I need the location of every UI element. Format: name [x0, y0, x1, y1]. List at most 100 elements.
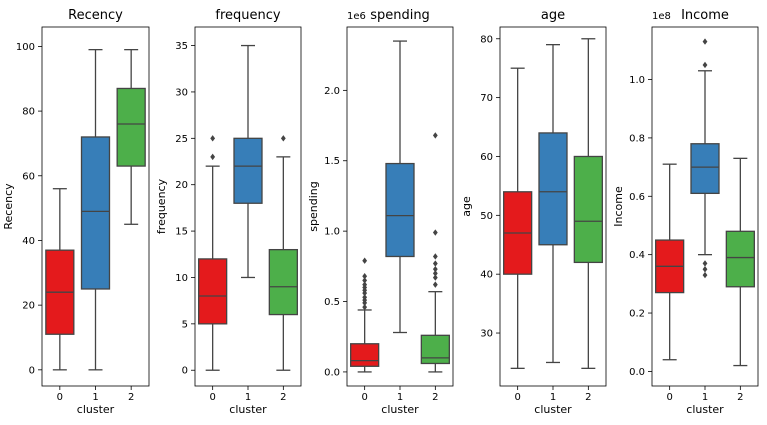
outlier-point: [432, 260, 438, 267]
x-tick-label: 2: [128, 392, 134, 403]
y-tick-label: 0.4: [629, 250, 645, 261]
y-tick-label: 5: [182, 319, 188, 330]
outlier-point: [432, 281, 438, 288]
chart-title: spending: [370, 8, 430, 23]
box-cluster-1: [385, 40, 415, 334]
y-tick-label: 60: [480, 152, 493, 163]
box-cluster-0: [45, 188, 75, 371]
y-tick-label: 2.0: [324, 86, 340, 97]
y-tick-label: 30: [175, 87, 188, 98]
outlier-point: [362, 294, 368, 301]
x-tick-label: 1: [550, 392, 556, 403]
x-tick-label: 1: [245, 392, 251, 403]
box-body: [198, 258, 228, 325]
y-tick-label: 1.5: [324, 156, 340, 167]
panel-frequency: frequency 0 5 10 15 20 25 30 35 0 1 2 cluster frequen…: [155, 8, 302, 416]
outlier-point: [210, 153, 216, 161]
y-tick-label: 0: [29, 365, 35, 376]
outlier-point: [432, 270, 438, 277]
outlier-point: [702, 38, 708, 45]
y-tick-label: 70: [480, 93, 493, 104]
outlier-point: [432, 132, 438, 139]
x-tick-label: 2: [432, 392, 438, 403]
y-tick-label: 0.5: [324, 297, 340, 308]
y-axis-label: age: [460, 196, 473, 217]
box-body: [725, 230, 755, 288]
outlier-point: [432, 229, 438, 236]
y-tick-label: 30: [480, 329, 493, 340]
outlier-point: [432, 274, 438, 281]
y-tick-label: 25: [175, 134, 188, 145]
x-axis-label: cluster: [77, 403, 115, 416]
chart-title: age: [541, 8, 565, 23]
y-tick-label: 0.8: [629, 133, 645, 144]
box-cluster-1: [80, 48, 111, 371]
box-body: [385, 162, 415, 258]
y-tick-label: 50: [480, 211, 493, 222]
y-tick-label: 0.0: [324, 367, 340, 378]
y-axis-label: Recency: [2, 183, 15, 230]
box-body: [538, 132, 568, 246]
chart-title: Income: [681, 8, 729, 23]
y-tick-label: 20: [175, 180, 188, 191]
chart-title: Recency: [68, 8, 123, 23]
offset-label: 1e6: [347, 11, 366, 22]
box-body: [420, 334, 450, 365]
outlier-point: [432, 265, 438, 273]
outlier-point: [702, 271, 708, 279]
x-tick-label: 0: [209, 392, 215, 403]
box-body: [350, 343, 380, 367]
x-tick-label: 0: [666, 392, 672, 403]
x-tick-label: 0: [57, 392, 63, 403]
outlier-point: [280, 135, 286, 142]
outlier-point: [702, 61, 708, 69]
box-cluster-1: [233, 44, 263, 279]
x-tick-label: 2: [585, 392, 591, 403]
x-axis-label: cluster: [381, 403, 419, 416]
y-tick-label: 0.2: [629, 309, 645, 320]
box-cluster-0: [655, 163, 685, 361]
panel-recency: Recency 0 20 40 60 80 100 0 1 2 cluster Recency: [2, 8, 150, 416]
panel-income: Income 1e8 0.0 0.2 0.4 0.6 0.8 1.0 0 1 2 cluster Inc…: [612, 8, 759, 416]
x-tick-label: 1: [397, 392, 403, 403]
outlier-point: [362, 257, 368, 264]
x-axis-label: cluster: [686, 403, 724, 416]
outlier-point: [702, 266, 708, 273]
box-body: [573, 155, 603, 264]
y-tick-label: 35: [175, 41, 188, 52]
y-tick-label: 80: [480, 34, 493, 45]
offset-label: 1e8: [652, 11, 671, 22]
box-cluster-0: [350, 257, 380, 373]
outlier-point: [362, 281, 368, 288]
y-tick-label: 1.0: [629, 75, 645, 86]
y-tick-label: 80: [22, 107, 35, 118]
y-axis-label: spending: [307, 181, 320, 231]
y-axis-label: frequency: [155, 178, 168, 234]
x-tick-label: 1: [92, 392, 98, 403]
y-tick-label: 0.0: [629, 367, 645, 378]
chart-title: frequency: [215, 8, 281, 23]
y-tick-label: 20: [22, 301, 35, 312]
y-tick-label: 40: [480, 270, 493, 281]
y-tick-label: 0.6: [629, 192, 645, 203]
y-tick-label: 100: [16, 42, 35, 53]
box-cluster-0: [503, 67, 533, 369]
outlier-point: [362, 303, 368, 311]
box-body: [268, 248, 298, 316]
box-body: [80, 136, 111, 290]
panel-age: age 30 40 50 60 70 80 0 1 2 cluster age: [460, 8, 607, 416]
x-axis-label: cluster: [229, 403, 267, 416]
box-cluster-2: [268, 135, 298, 371]
x-tick-label: 1: [702, 392, 708, 403]
box-cluster-1: [690, 38, 720, 279]
outlier-point: [702, 260, 708, 267]
box-cluster-2: [573, 38, 603, 369]
y-tick-label: 15: [175, 227, 188, 238]
y-axis-label: Income: [612, 186, 625, 227]
box-cluster-1: [538, 44, 568, 364]
y-tick-label: 0: [182, 366, 188, 377]
outlier-point: [362, 277, 368, 284]
outlier-point: [432, 253, 438, 260]
x-tick-label: 0: [361, 392, 367, 403]
